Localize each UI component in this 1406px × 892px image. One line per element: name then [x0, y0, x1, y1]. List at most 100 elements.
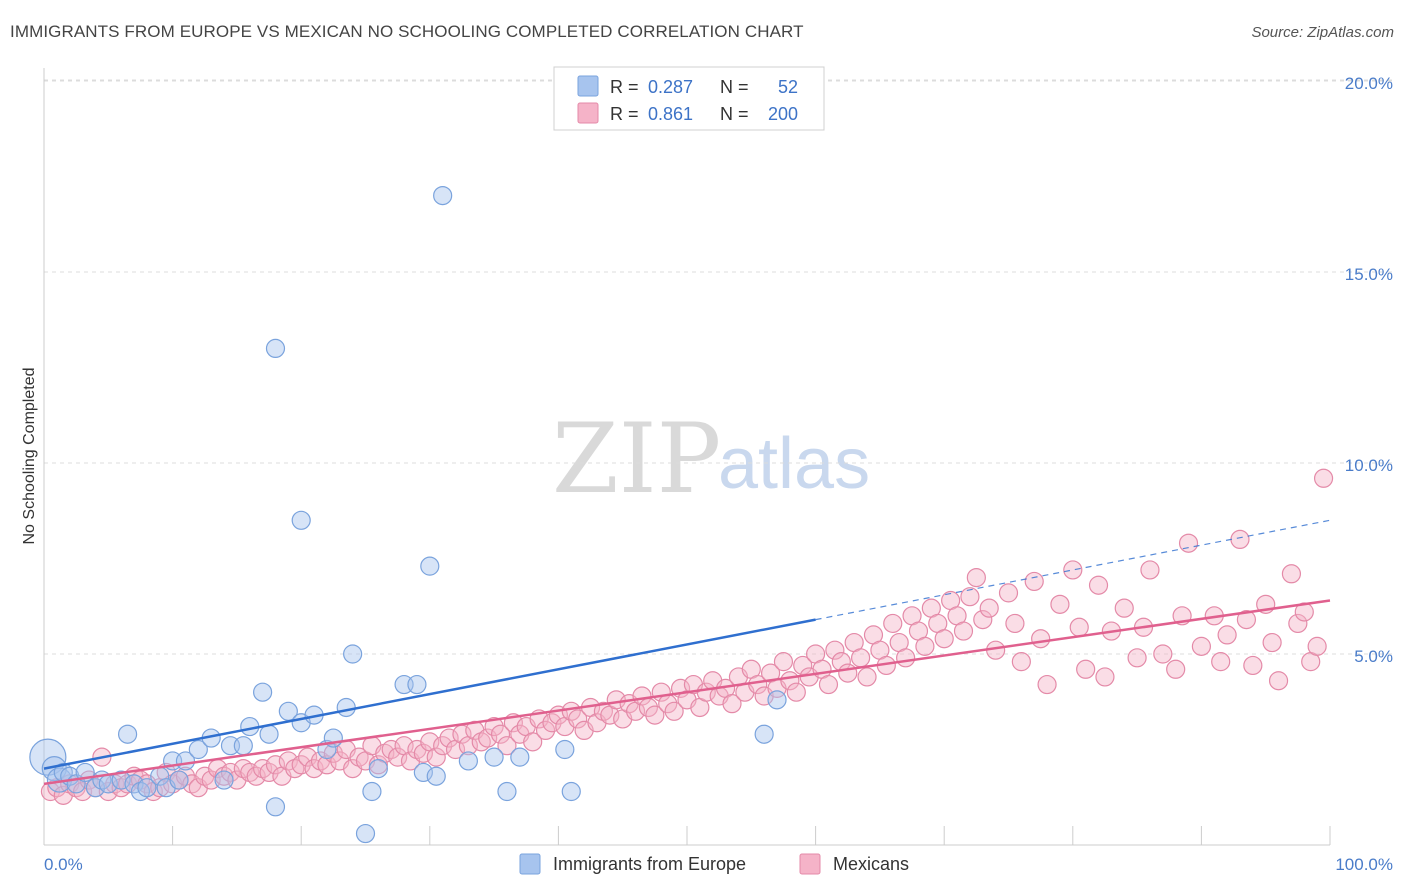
point-mexicans: [484, 716, 504, 737]
point-europe: [555, 739, 575, 760]
y-tick-label: 10.0%: [1345, 456, 1393, 475]
point-mexicans: [291, 755, 311, 775]
point-mexicans: [1063, 560, 1083, 580]
point-europe: [85, 778, 106, 798]
point-mexicans: [645, 705, 665, 725]
point-europe: [265, 338, 286, 358]
trend-lines: [43, 519, 1331, 786]
legend-bottom-swatch-mexicans: [799, 853, 821, 875]
legend-swatch-mexicans: [577, 102, 599, 124]
point-mexicans: [265, 755, 286, 775]
point-mexicans: [1288, 613, 1308, 634]
axes: 5.0% 10.0% 15.0% 20.0%: [43, 68, 1393, 846]
point-mexicans: [568, 709, 588, 729]
point-europe: [407, 674, 427, 695]
point-mexicans: [220, 762, 241, 783]
point-mexicans: [1243, 655, 1263, 676]
point-mexicans: [1217, 625, 1237, 645]
y-tick-label: 20.0%: [1345, 74, 1393, 93]
point-europe: [458, 751, 478, 771]
point-europe: [510, 747, 530, 767]
point-mexicans: [915, 636, 935, 656]
point-mexicans: [773, 652, 794, 672]
point-europe: [111, 770, 131, 790]
legend-bottom-swatch-europe: [519, 853, 541, 875]
point-mexicans: [490, 724, 511, 744]
point-europe: [420, 556, 440, 576]
point-mexicans: [825, 640, 845, 660]
point-mexicans: [523, 732, 543, 752]
point-mexicans: [433, 736, 453, 756]
point-europe: [413, 762, 433, 783]
point-mexicans: [1262, 632, 1282, 653]
point-mexicans: [542, 713, 562, 733]
legend-n-value-2: 200: [768, 104, 798, 124]
source-label: Source: ZipAtlas.com: [1251, 24, 1394, 41]
point-mexicans: [979, 598, 999, 618]
point-europe: [426, 766, 446, 786]
legend-swatch-europe: [577, 75, 599, 97]
point-mexicans: [998, 583, 1019, 603]
legend-r-value-2: 0.861: [648, 104, 693, 124]
point-mexicans: [1076, 659, 1096, 679]
watermark-zip: ZIP: [552, 403, 721, 515]
point-europe: [754, 724, 774, 744]
point-mexicans: [98, 781, 118, 802]
point-mexicans: [973, 610, 993, 630]
point-mexicans: [278, 751, 298, 771]
point-mexicans: [1178, 533, 1199, 553]
point-mexicans: [439, 728, 459, 748]
point-europe: [343, 644, 363, 664]
point-mexicans: [1230, 529, 1250, 550]
point-mexicans: [896, 648, 916, 668]
y-axis-label: No Schooling Completed: [21, 368, 38, 545]
legend-r-value-1: 0.287: [648, 77, 693, 97]
point-europe: [253, 682, 273, 702]
point-mexicans: [1140, 560, 1160, 580]
point-mexicans: [818, 674, 839, 695]
trend-line-europe: [43, 618, 816, 770]
point-mexicans: [1024, 571, 1044, 592]
point-europe: [265, 797, 286, 817]
point-mexicans: [1127, 648, 1147, 668]
point-europe: [124, 774, 144, 794]
point-mexicans: [497, 736, 517, 756]
point-mexicans: [1211, 652, 1231, 672]
x-tick-label-min: 0.0%: [44, 855, 83, 874]
point-europe: [368, 758, 388, 779]
point-mexicans: [246, 766, 266, 786]
legend-n-value-1: 52: [778, 77, 798, 97]
legend-r-label-1: R =: [610, 77, 639, 97]
point-mexicans: [1050, 594, 1070, 614]
point-mexicans: [966, 567, 986, 588]
point-mexicans: [664, 701, 684, 721]
point-mexicans: [1307, 636, 1327, 656]
point-mexicans: [1281, 564, 1302, 584]
point-europe: [188, 739, 208, 760]
point-mexicans: [1037, 674, 1057, 695]
y-tick-label: 5.0%: [1354, 647, 1393, 666]
legend-n-label-2: N =: [720, 104, 749, 124]
point-mexicans: [883, 613, 903, 634]
point-mexicans: [851, 648, 871, 668]
point-europe: [355, 823, 376, 844]
point-europe: [561, 781, 581, 802]
legend-bottom-label-europe: Immigrants from Europe: [553, 854, 746, 874]
point-europe: [117, 724, 138, 744]
point-europe: [137, 778, 157, 798]
point-mexicans: [857, 667, 877, 687]
point-mexicans: [1236, 610, 1257, 630]
point-europe: [291, 510, 311, 530]
point-mexicans: [1268, 671, 1289, 691]
point-europe: [336, 697, 356, 718]
point-mexicans: [1095, 667, 1115, 687]
chart-title: IMMIGRANTS FROM EUROPE VS MEXICAN NO SCH…: [10, 22, 804, 41]
legend-top: R = 0.287 N = 52 R = 0.861 N = 200: [553, 66, 825, 131]
point-mexicans: [259, 762, 279, 783]
point-mexicans: [1088, 575, 1109, 595]
point-mexicans: [535, 720, 556, 741]
point-europe: [259, 724, 279, 744]
point-mexicans: [953, 621, 974, 641]
trend-line-mexicans: [43, 599, 1331, 786]
